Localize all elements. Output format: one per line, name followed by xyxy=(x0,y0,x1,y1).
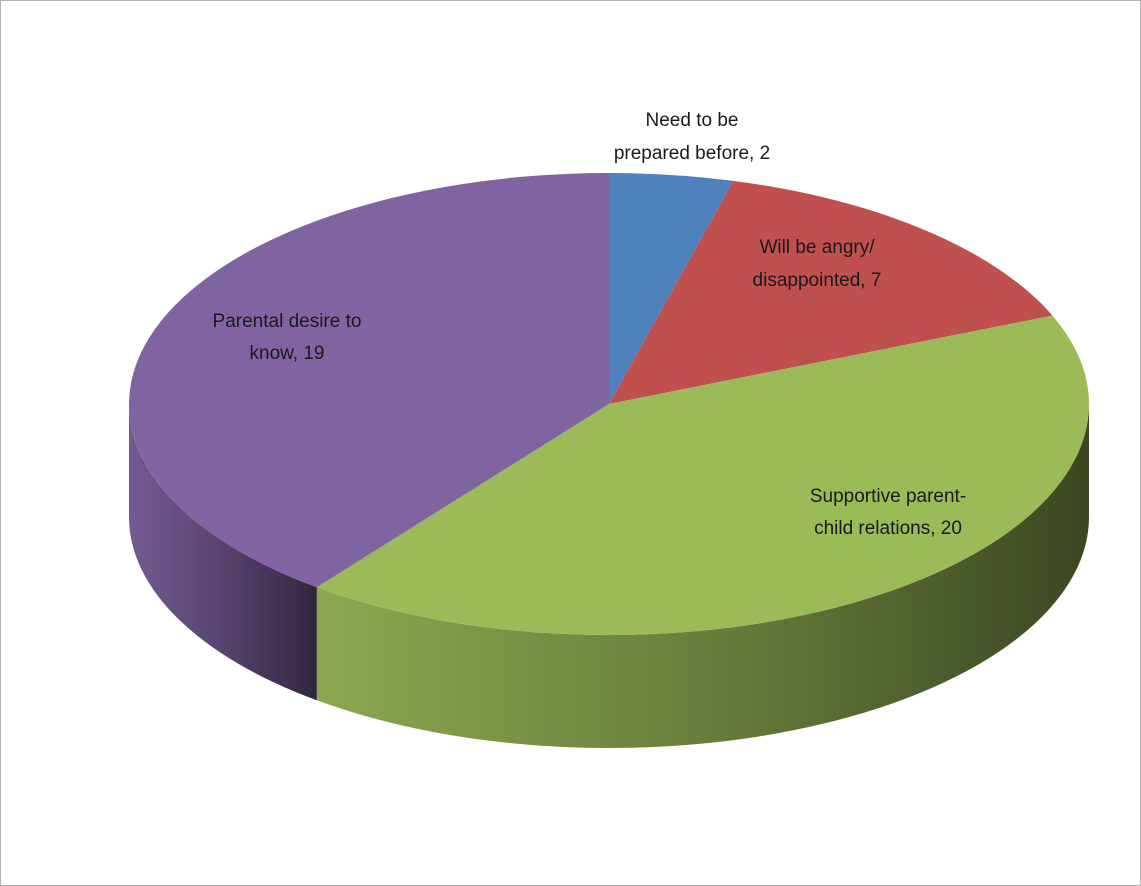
slice-label-supportive-relations: Supportive parent- child relations, 20 xyxy=(810,486,966,539)
slice-parental-desire xyxy=(129,173,610,588)
slice-label-parental-desire: Parental desire to know, 19 xyxy=(213,311,362,364)
slice-label-need-prepared: Need to be prepared before, 2 xyxy=(614,110,770,164)
slice-side-shade-parental-desire xyxy=(129,404,317,701)
slice-label-line: prepared before, 2 xyxy=(614,143,770,164)
slice-label-line: Need to be xyxy=(646,110,739,131)
slice-side-shade-supportive-relations xyxy=(316,404,1089,748)
slice-label-line: Supportive parent- xyxy=(810,486,966,507)
slice-label-line: child relations, 20 xyxy=(814,518,962,539)
slice-need-prepared xyxy=(609,173,734,404)
slice-angry-disappointed xyxy=(609,180,1053,404)
slice-label-angry-disappointed: Will be angry/ disappointed, 7 xyxy=(753,237,882,291)
slice-supportive-relations xyxy=(316,315,1089,635)
slice-label-line: know, 19 xyxy=(250,343,325,364)
slice-label-line: disappointed, 7 xyxy=(753,270,882,291)
slice-label-line: Will be angry/ xyxy=(759,237,875,258)
slice-label-line: Parental desire to xyxy=(213,311,362,332)
